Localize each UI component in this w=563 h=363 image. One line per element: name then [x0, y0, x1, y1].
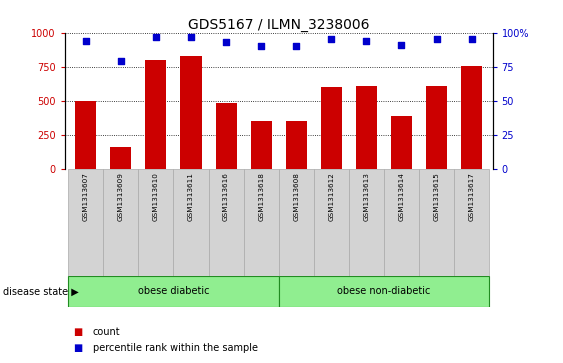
Text: GSM1313608: GSM1313608: [293, 172, 299, 221]
Bar: [349, 169, 384, 276]
Bar: [454, 169, 489, 276]
Bar: [104, 169, 138, 276]
Text: ■: ■: [73, 343, 82, 353]
Text: GSM1313617: GSM1313617: [468, 172, 475, 221]
Text: GSM1313611: GSM1313611: [188, 172, 194, 221]
Text: GSM1313607: GSM1313607: [83, 172, 89, 221]
Point: [397, 42, 406, 48]
Bar: [356, 86, 377, 169]
Bar: [251, 121, 272, 169]
Text: GSM1313609: GSM1313609: [118, 172, 124, 221]
Text: GSM1313614: GSM1313614: [399, 172, 404, 221]
Title: GDS5167 / ILMN_3238006: GDS5167 / ILMN_3238006: [188, 18, 369, 32]
Bar: [279, 276, 489, 307]
Bar: [419, 169, 454, 276]
Bar: [173, 169, 208, 276]
Bar: [321, 87, 342, 169]
Bar: [208, 169, 244, 276]
Bar: [285, 121, 307, 169]
Bar: [216, 103, 236, 169]
Text: GSM1313612: GSM1313612: [328, 172, 334, 221]
Bar: [314, 169, 349, 276]
Text: obese diabetic: obese diabetic: [138, 286, 209, 296]
Bar: [68, 276, 279, 307]
Bar: [279, 169, 314, 276]
Text: GSM1313610: GSM1313610: [153, 172, 159, 221]
Text: GSM1313613: GSM1313613: [363, 172, 369, 221]
Point: [467, 37, 476, 42]
Bar: [244, 169, 279, 276]
Bar: [181, 56, 202, 169]
Text: disease state ▶: disease state ▶: [3, 286, 79, 296]
Text: ■: ■: [73, 327, 82, 337]
Bar: [391, 116, 412, 169]
Point: [151, 34, 160, 40]
Bar: [384, 169, 419, 276]
Point: [362, 38, 371, 44]
Text: GSM1313616: GSM1313616: [223, 172, 229, 221]
Bar: [426, 86, 447, 169]
Point: [186, 34, 195, 40]
Bar: [461, 66, 482, 169]
Bar: [75, 101, 96, 169]
Bar: [68, 169, 104, 276]
Point: [81, 38, 90, 44]
Text: count: count: [93, 327, 120, 337]
Text: percentile rank within the sample: percentile rank within the sample: [93, 343, 258, 353]
Point: [292, 44, 301, 49]
Bar: [145, 60, 167, 169]
Bar: [138, 169, 173, 276]
Text: obese non-diabetic: obese non-diabetic: [337, 286, 431, 296]
Point: [222, 39, 231, 45]
Point: [257, 44, 266, 49]
Point: [117, 58, 126, 64]
Point: [327, 37, 336, 42]
Text: GSM1313618: GSM1313618: [258, 172, 264, 221]
Point: [432, 37, 441, 42]
Text: GSM1313615: GSM1313615: [434, 172, 440, 221]
Bar: [110, 147, 131, 169]
